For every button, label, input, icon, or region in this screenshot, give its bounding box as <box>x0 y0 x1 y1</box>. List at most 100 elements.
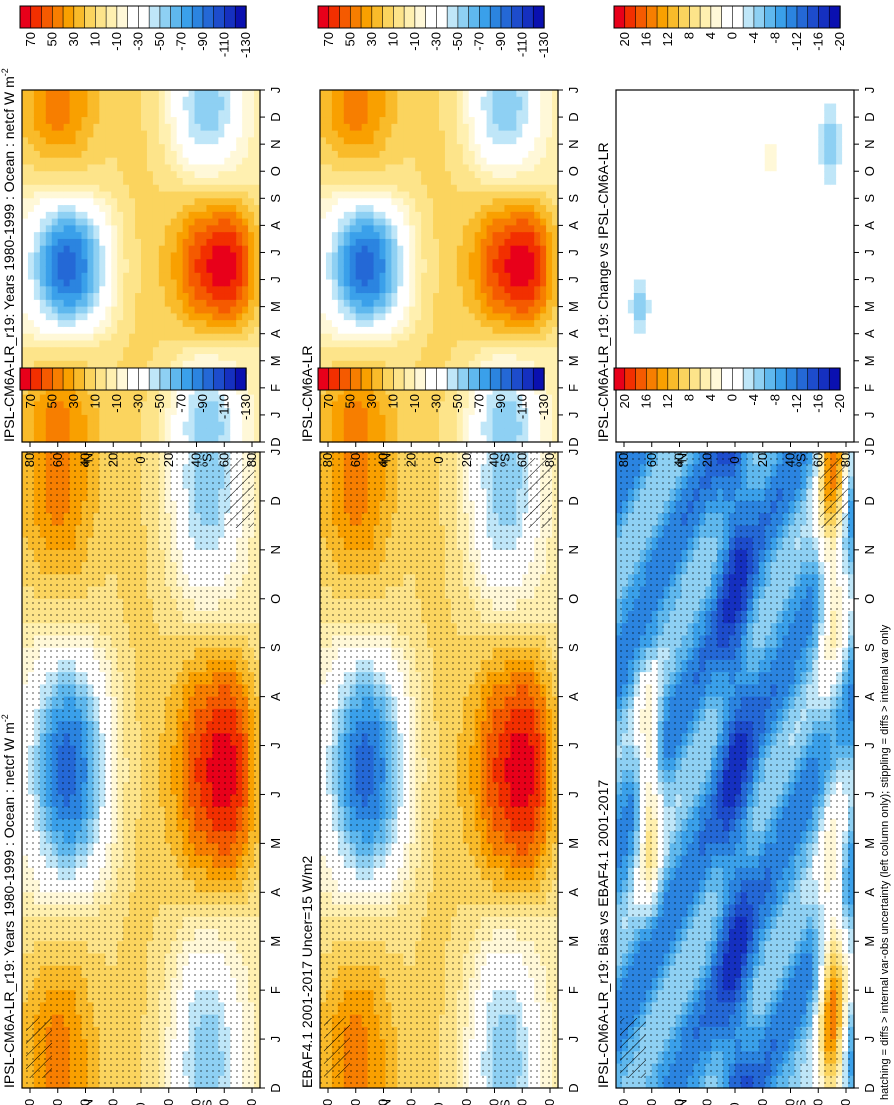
heatmap-cell <box>164 164 172 172</box>
heatmap-cell <box>164 266 172 274</box>
heatmap-cell <box>194 110 202 118</box>
heatmap-cell <box>146 401 154 409</box>
heatmap-cell <box>200 178 208 186</box>
x-tick-label: M <box>268 301 283 312</box>
heatmap-cell <box>206 96 213 105</box>
heatmap-cell <box>129 326 136 335</box>
heatmap-cell <box>57 313 65 321</box>
heatmap-cell <box>99 137 106 145</box>
heatmap-cell <box>248 150 255 159</box>
heatmap-cell <box>111 313 118 321</box>
heatmap-cell <box>111 408 118 416</box>
heatmap-cell <box>200 299 208 308</box>
heatmap-cell <box>152 96 160 105</box>
heatmap-cell <box>230 421 237 430</box>
heatmap-cell <box>206 360 213 369</box>
heatmap-cell <box>99 421 106 430</box>
heatmap-cell <box>135 96 142 105</box>
heatmap-cell <box>22 266 29 274</box>
heatmap-cell <box>93 252 100 260</box>
heatmap-cell <box>182 198 190 206</box>
heatmap-cell <box>87 313 94 321</box>
heatmap-cell <box>188 299 196 308</box>
heatmap-cell <box>194 232 202 240</box>
heatmap-cell <box>39 313 47 321</box>
heatmap-cell <box>93 401 100 409</box>
heatmap-cell <box>248 279 255 287</box>
heatmap-cell <box>152 279 160 287</box>
heatmap-cell <box>27 306 35 314</box>
heatmap-cell <box>248 340 255 348</box>
heatmap-cell <box>99 157 106 166</box>
heatmap-cell <box>39 164 47 172</box>
heatmap-cell <box>129 238 136 247</box>
heatmap-cell <box>152 225 160 233</box>
heatmap-cell <box>188 414 196 423</box>
heatmap-cell <box>230 238 237 247</box>
heatmap-cell <box>75 360 83 369</box>
heatmap-cell <box>57 340 65 348</box>
heatmap-cell <box>123 178 130 186</box>
heatmap-cell <box>99 191 106 199</box>
heatmap-cell <box>69 428 77 436</box>
heatmap-cell <box>194 96 202 105</box>
heatmap-cell <box>75 387 83 396</box>
heatmap-cell <box>33 157 41 166</box>
heatmap-cell <box>27 279 35 287</box>
heatmap-cell <box>212 123 219 132</box>
heatmap-cell <box>123 191 130 199</box>
heatmap-cell <box>182 293 190 301</box>
heatmap-cell <box>75 218 83 226</box>
heatmap-cell <box>146 245 154 254</box>
heatmap-cell <box>141 96 148 105</box>
heatmap-cell <box>22 354 29 362</box>
heatmap-cell <box>22 218 29 226</box>
heatmap-cell <box>176 123 184 132</box>
heatmap-cell <box>248 299 255 308</box>
heatmap-cell <box>248 117 255 125</box>
heatmap-cell <box>57 387 65 396</box>
heatmap-cell <box>129 333 136 342</box>
x-tick-label: M <box>268 838 283 849</box>
heatmap-cell <box>146 90 154 98</box>
heatmap-cell <box>57 279 65 287</box>
heatmap-cell <box>182 238 190 247</box>
heatmap-cell <box>105 238 112 247</box>
heatmap-cell <box>51 299 59 308</box>
heatmap-cell <box>45 178 53 186</box>
heatmap-cell <box>45 326 53 335</box>
heatmap-cell <box>111 130 118 138</box>
heatmap-cell <box>51 123 59 132</box>
heatmap-cell <box>69 394 77 402</box>
heatmap-cell <box>27 184 35 193</box>
heatmap-cell <box>212 421 219 430</box>
heatmap-cell <box>27 272 35 281</box>
heatmap-cell <box>69 130 77 138</box>
heatmap-cell <box>22 90 29 98</box>
heatmap-cell <box>39 293 47 301</box>
heatmap-cell <box>218 279 225 287</box>
heatmap-cell <box>141 394 148 402</box>
heatmap-cell <box>152 306 160 314</box>
heatmap-cell <box>87 137 94 145</box>
heatmap-cell <box>236 232 243 240</box>
heatmap-cell <box>75 232 83 240</box>
heatmap-cell <box>152 245 160 254</box>
heatmap-cell <box>33 144 41 152</box>
heatmap-cell <box>87 232 94 240</box>
heatmap-cell <box>164 279 172 287</box>
heatmap-cell <box>129 299 136 308</box>
heatmap-cell <box>27 232 35 240</box>
heatmap-cell <box>45 137 53 145</box>
heatmap-cell <box>63 293 71 301</box>
heatmap-cell <box>170 137 178 145</box>
heatmap-cell <box>200 211 208 220</box>
heatmap-cell <box>135 266 142 274</box>
heatmap-cell <box>200 259 208 267</box>
heatmap-cell <box>194 293 202 301</box>
heatmap-cell <box>117 435 124 443</box>
heatmap-cell <box>158 306 166 314</box>
heatmap-cell <box>39 360 47 369</box>
heatmap-cell <box>236 421 243 430</box>
heatmap-cell <box>117 144 124 152</box>
